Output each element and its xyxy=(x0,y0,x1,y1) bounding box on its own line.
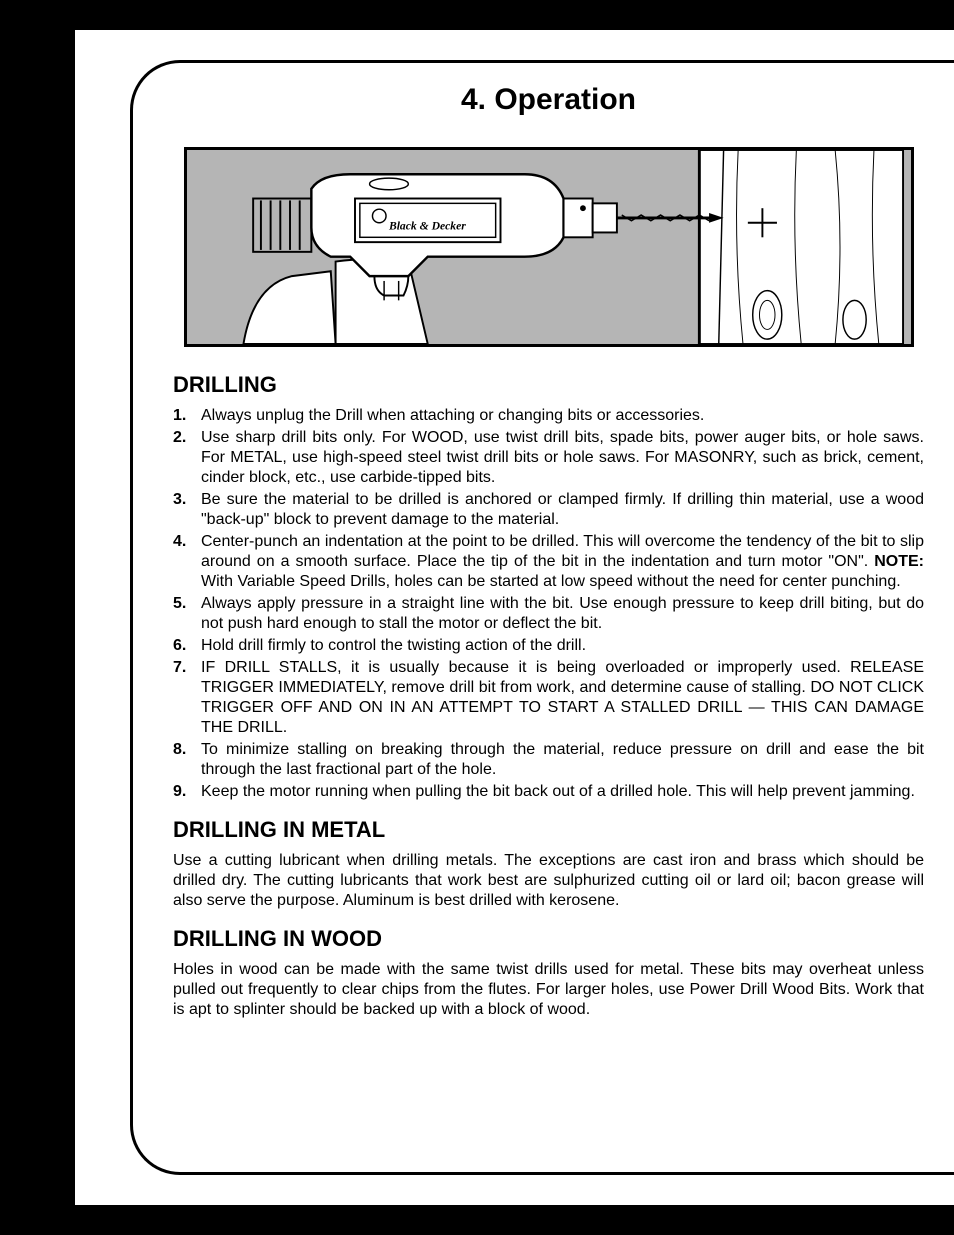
drilling-item: 9.Keep the motor running when pulling th… xyxy=(173,782,924,802)
drilling-list: 1.Always unplug the Drill when attaching… xyxy=(173,406,924,802)
drilling-item: 4.Center-punch an indentation at the poi… xyxy=(173,532,924,592)
metal-text: Use a cutting lubricant when drilling me… xyxy=(173,851,924,911)
item-number: 1. xyxy=(173,406,201,426)
wood-text: Holes in wood can be made with the same … xyxy=(173,960,924,1020)
page-background: 4. Operation xyxy=(75,30,954,1205)
drilling-item: 5.Always apply pressure in a straight li… xyxy=(173,594,924,634)
wood-heading: DRILLING IN WOOD xyxy=(173,926,924,952)
drilling-item: 1.Always unplug the Drill when attaching… xyxy=(173,406,924,426)
item-number: 5. xyxy=(173,594,201,634)
page-title: 4. Operation xyxy=(173,83,924,117)
item-number: 3. xyxy=(173,490,201,530)
item-text: Use sharp drill bits only. For WOOD, use… xyxy=(201,428,924,488)
item-number: 8. xyxy=(173,740,201,780)
content-panel: 4. Operation xyxy=(130,60,954,1175)
item-text: Always apply pressure in a straight line… xyxy=(201,594,924,634)
drilling-item: 6.Hold drill firmly to control the twist… xyxy=(173,636,924,656)
item-number: 6. xyxy=(173,636,201,656)
item-number: 7. xyxy=(173,658,201,738)
item-number: 9. xyxy=(173,782,201,802)
item-text: To minimize stalling on breaking through… xyxy=(201,740,924,780)
item-text: Keep the motor running when pulling the … xyxy=(201,782,924,802)
item-text: Hold drill firmly to control the twistin… xyxy=(201,636,924,656)
drilling-item: 3.Be sure the material to be drilled is … xyxy=(173,490,924,530)
metal-heading: DRILLING IN METAL xyxy=(173,817,924,843)
drilling-item: 8.To minimize stalling on breaking throu… xyxy=(173,740,924,780)
item-text: Always unplug the Drill when attaching o… xyxy=(201,406,924,426)
item-number: 2. xyxy=(173,428,201,488)
item-number: 4. xyxy=(173,532,201,592)
drill-svg: Black & Decker xyxy=(187,150,911,344)
item-text: Be sure the material to be drilled is an… xyxy=(201,490,924,530)
drilling-heading: DRILLING xyxy=(173,372,924,398)
drilling-item: 7.IF DRILL STALLS, it is usually because… xyxy=(173,658,924,738)
item-text: IF DRILL STALLS, it is usually because i… xyxy=(201,658,924,738)
brand-label: Black & Decker xyxy=(387,220,465,233)
drilling-item: 2.Use sharp drill bits only. For WOOD, u… xyxy=(173,428,924,488)
item-text: Center-punch an indentation at the point… xyxy=(201,532,924,592)
drill-illustration: Black & Decker xyxy=(184,147,914,347)
